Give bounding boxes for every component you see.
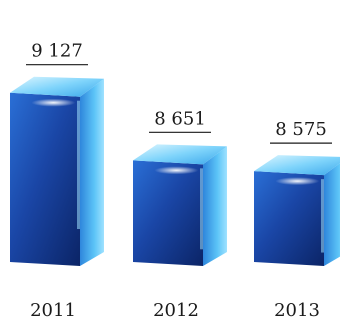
category-label: 2011 bbox=[30, 300, 76, 321]
bar-top-face bbox=[133, 144, 227, 165]
bar-front-face bbox=[10, 92, 80, 266]
bar-2012 bbox=[133, 144, 227, 266]
bar-highlight bbox=[275, 177, 320, 186]
bar-highlight bbox=[31, 98, 76, 107]
bar-edge-glint bbox=[77, 100, 80, 230]
value-label: 9 127 bbox=[31, 41, 83, 62]
bars-layer bbox=[10, 76, 340, 266]
bar-side-face bbox=[80, 78, 104, 266]
category-label: 2012 bbox=[153, 300, 199, 321]
bar-edge-glint bbox=[200, 168, 203, 250]
bar-top-face bbox=[254, 155, 340, 176]
bar-highlight bbox=[154, 166, 199, 175]
bar-front-face bbox=[254, 171, 324, 266]
value-label: 8 651 bbox=[154, 108, 206, 129]
category-label: 2013 bbox=[274, 300, 320, 321]
bar-top-face bbox=[10, 76, 104, 97]
labels-layer: 9 127 2011 8 651 2012 8 575 2013 bbox=[26, 41, 332, 321]
value-label: 8 575 bbox=[275, 119, 327, 140]
bar-side-face bbox=[203, 146, 227, 266]
bar-2011 bbox=[10, 76, 104, 266]
bar-front-face bbox=[133, 160, 203, 266]
bar-edge-glint bbox=[321, 179, 324, 253]
bar-side-face bbox=[324, 163, 340, 266]
bar-2013 bbox=[254, 155, 340, 266]
